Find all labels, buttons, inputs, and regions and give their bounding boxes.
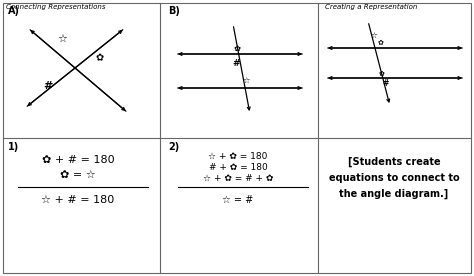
Text: 1): 1): [8, 142, 19, 152]
Text: ✿: ✿: [378, 39, 384, 45]
Text: ✿ = ☆: ✿ = ☆: [60, 170, 96, 180]
Text: ☆ = #: ☆ = #: [222, 195, 254, 205]
Text: #: #: [383, 79, 389, 89]
Text: Connecting Representations: Connecting Representations: [6, 4, 106, 10]
Text: B): B): [168, 6, 180, 16]
Text: [Students create
equations to connect to
the angle diagram.]: [Students create equations to connect to…: [328, 157, 459, 199]
Text: ✿: ✿: [234, 44, 240, 52]
Text: ☆: ☆: [57, 34, 67, 44]
Text: ☆ + # = 180: ☆ + # = 180: [41, 195, 115, 205]
Text: #: #: [232, 59, 240, 68]
Text: A): A): [8, 6, 20, 16]
Text: ☆ + ✿ = 180: ☆ + ✿ = 180: [208, 152, 268, 161]
Text: # + ✿ = 180: # + ✿ = 180: [209, 163, 267, 171]
Text: ✿: ✿: [96, 53, 104, 63]
Text: Creating a Representation: Creating a Representation: [325, 4, 418, 10]
Text: ☆ + ✿ = # + ✿: ☆ + ✿ = # + ✿: [203, 174, 273, 182]
Text: ☆: ☆: [242, 76, 250, 86]
Text: #: #: [43, 81, 53, 91]
Text: ☆: ☆: [371, 31, 377, 41]
Text: 2): 2): [168, 142, 179, 152]
Text: ✿: ✿: [379, 70, 385, 76]
Text: ✿ + # = 180: ✿ + # = 180: [42, 155, 114, 165]
